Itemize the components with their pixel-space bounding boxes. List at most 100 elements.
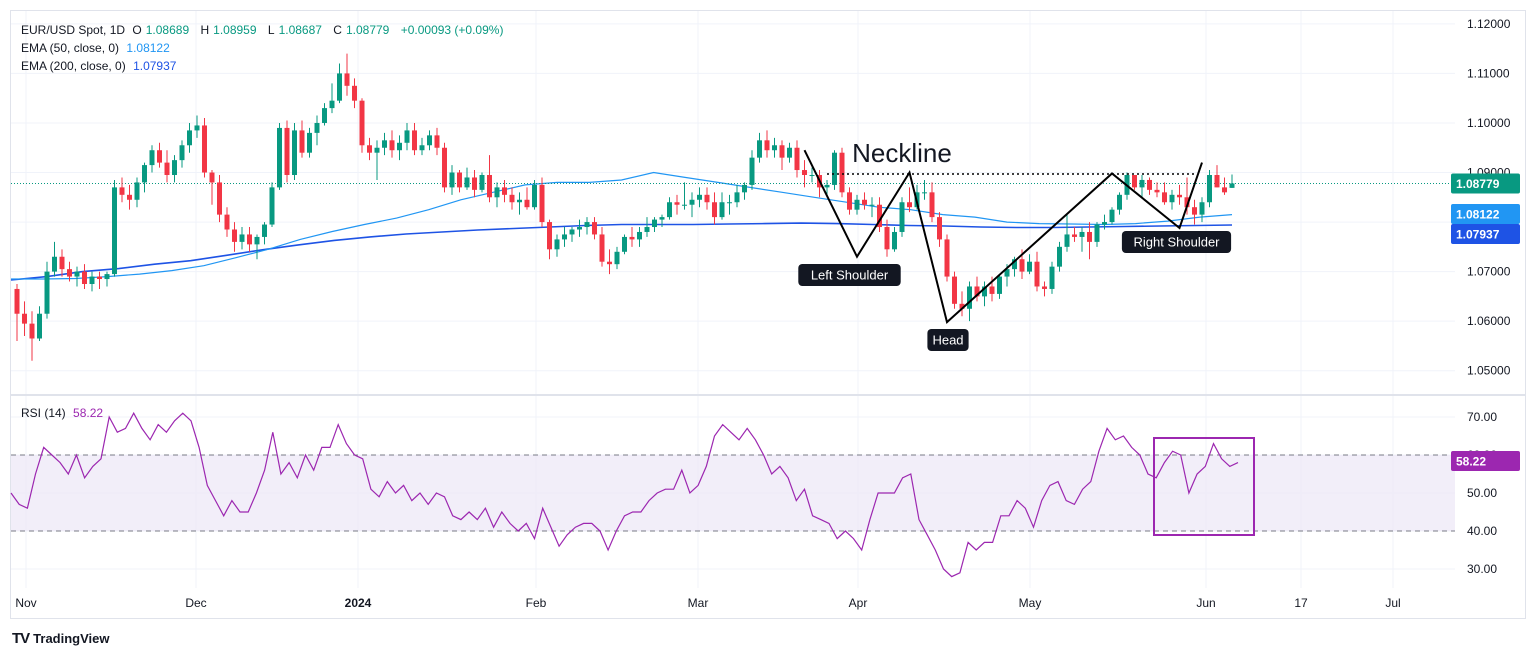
candle-body <box>794 147 800 171</box>
candle-body <box>554 239 560 250</box>
candle-body <box>1064 234 1070 247</box>
candle-body <box>389 140 395 151</box>
candle-body <box>284 127 290 175</box>
candle-body <box>989 286 995 294</box>
ema50-axis-label: 1.08122 <box>1456 208 1500 222</box>
candle-body <box>824 184 830 188</box>
candle-body <box>472 177 477 190</box>
candle-body <box>1102 222 1107 225</box>
open-value: 1.08689 <box>145 23 190 37</box>
last-price-label: 1.08779 <box>1456 177 1500 191</box>
price-tick-label: 1.07000 <box>1467 265 1511 279</box>
rsi-tick-label: 40.00 <box>1467 524 1497 538</box>
candle-body <box>434 135 440 148</box>
ema50-value: 1.08122 <box>126 41 170 55</box>
candle-body <box>29 323 35 339</box>
candle-body <box>592 222 597 235</box>
candle-body <box>764 140 770 151</box>
candle-body <box>547 222 552 250</box>
candle-body <box>1004 269 1010 277</box>
legend-rsi[interactable]: RSI (14) 58.22 <box>21 404 107 422</box>
candle-body <box>982 286 987 297</box>
candle-body <box>892 231 897 250</box>
candle-body <box>1079 231 1085 237</box>
ema200-line <box>10 222 1233 281</box>
candle-body <box>164 162 170 175</box>
candle-body <box>247 234 252 245</box>
candle-body <box>929 192 935 218</box>
candle-body <box>667 202 672 218</box>
candle-body <box>614 251 620 265</box>
chart-frame <box>10 10 1526 619</box>
candle-body <box>412 130 417 151</box>
close-label: C <box>333 23 342 37</box>
candle-body <box>847 192 852 210</box>
candle-body <box>1154 189 1160 193</box>
candle-body <box>854 199 860 210</box>
rsi-axis-label-bg <box>1451 451 1520 471</box>
candle-body <box>59 256 65 270</box>
change-value: +0.00093 (+0.09%) <box>400 23 504 37</box>
ema200-axis-label: 1.07937 <box>1456 228 1500 242</box>
candle-body <box>307 132 312 153</box>
candle-body <box>1109 209 1115 223</box>
legend-ema50[interactable]: EMA (50, close, 0) 1.08122 <box>21 39 174 57</box>
tradingview-footer[interactable]: TV TradingView <box>12 630 110 647</box>
candle-body <box>1214 174 1220 188</box>
right-shoulder-label-bg <box>1121 231 1232 253</box>
candle-body <box>734 192 740 203</box>
candle-body <box>907 202 912 208</box>
candle-body <box>224 214 230 230</box>
candle-body <box>682 204 687 206</box>
candle-body <box>584 222 590 228</box>
time-tick-label: Feb <box>526 596 547 610</box>
rsi-tick-label: 30.00 <box>1467 562 1497 576</box>
time-tick-label: May <box>1019 596 1042 610</box>
candle-body <box>329 100 335 109</box>
tradingview-logo-icon: TV <box>12 630 30 647</box>
candle-body <box>599 234 605 262</box>
ema200-label: EMA (200, close, 0) <box>21 59 126 73</box>
candle-body <box>674 202 680 205</box>
rsi-line <box>10 411 1255 578</box>
candle-body <box>1184 197 1190 208</box>
time-tick-label: Mar <box>688 596 709 610</box>
candle-body <box>1132 174 1137 188</box>
candle-body <box>404 130 410 143</box>
candle-body <box>742 184 747 193</box>
candle-body <box>922 192 927 194</box>
candle-body <box>899 202 905 232</box>
price-tick-label: 1.12000 <box>1467 17 1511 31</box>
candle-body <box>194 125 200 131</box>
price-tick-label: 1.06000 <box>1467 314 1511 328</box>
candle-body <box>1027 261 1032 272</box>
candle-body <box>44 271 50 314</box>
candle-body <box>517 199 522 203</box>
ema50-label: EMA (50, close, 0) <box>21 41 120 55</box>
ema50-axis-label-bg <box>1451 204 1520 224</box>
symbol-title[interactable]: EUR/USD Spot, 1D <box>21 23 126 37</box>
candle-body <box>689 199 695 205</box>
legend-ema200[interactable]: EMA (200, close, 0) 1.07937 <box>21 57 180 75</box>
candle-body <box>187 130 192 146</box>
candle-body <box>1087 231 1092 242</box>
candle-body <box>832 152 837 185</box>
head-shoulders-pattern: Neckline Left Shoulder Head Right Shoulder <box>798 138 1232 351</box>
candle-body <box>457 172 462 188</box>
candle-body <box>277 127 282 188</box>
candle-body <box>1139 179 1145 188</box>
candle-body <box>217 182 222 215</box>
candle-body <box>1072 234 1077 237</box>
candle-body <box>757 140 762 158</box>
candle-body <box>82 271 87 284</box>
candle-body <box>149 150 155 166</box>
candle-body <box>637 231 642 240</box>
candle-body <box>712 202 717 218</box>
candle-body <box>104 274 110 280</box>
candle-body <box>749 157 755 185</box>
candle-body <box>494 187 500 198</box>
candle-body <box>127 194 132 200</box>
candle-body <box>209 172 215 183</box>
candle-body <box>974 286 980 297</box>
